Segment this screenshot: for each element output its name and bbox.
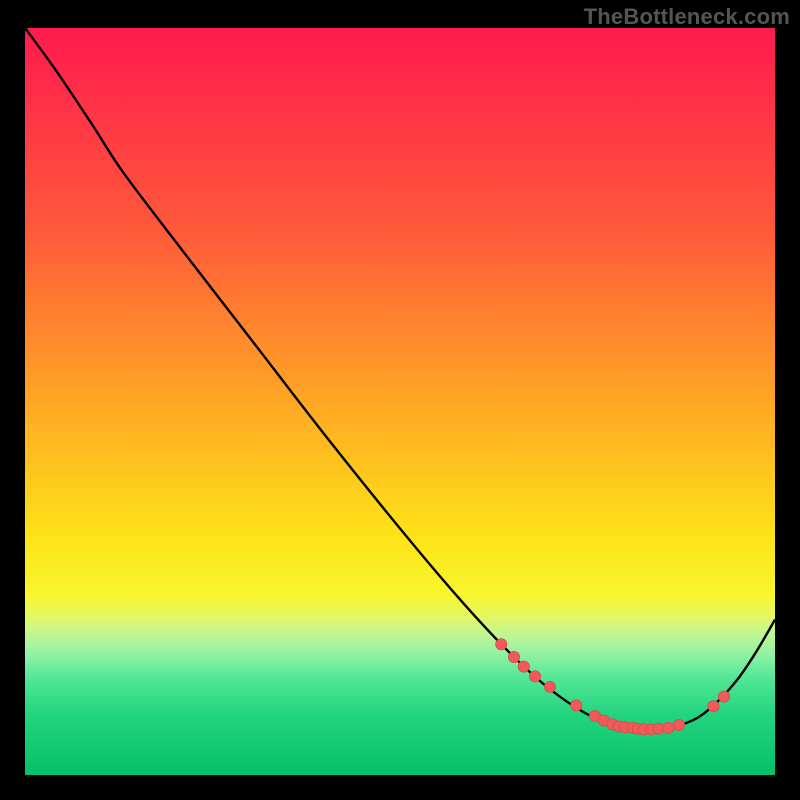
bottleneck-curve-line (25, 28, 775, 730)
data-point-marker (518, 661, 529, 672)
data-point-marker (544, 681, 555, 692)
data-point-marker (708, 701, 719, 712)
data-point-marker (529, 671, 540, 682)
data-point-marker (508, 651, 519, 662)
chart-plot-area (25, 28, 775, 775)
data-point-marker (571, 700, 582, 711)
watermark-text: TheBottleneck.com (584, 4, 790, 30)
chart-svg-layer (25, 28, 775, 775)
data-point-marker (496, 639, 507, 650)
data-point-marker (718, 691, 729, 702)
data-point-marker (673, 719, 684, 730)
data-point-marker (663, 722, 674, 733)
